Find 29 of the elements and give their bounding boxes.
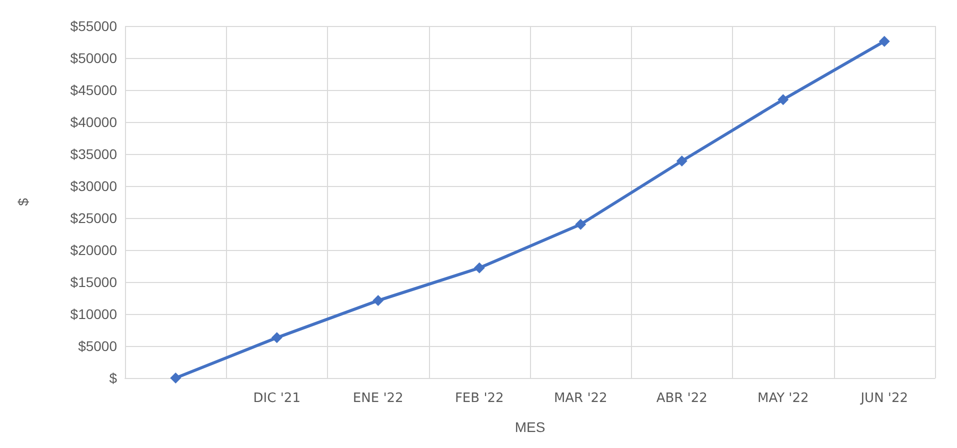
y-tick-label: $: [109, 370, 118, 386]
y-tick-label: $45000: [70, 82, 118, 98]
x-tick-label: MAY '22: [757, 391, 809, 406]
point: [778, 94, 789, 106]
point: [575, 218, 586, 230]
x-axis-title: MES: [514, 419, 546, 435]
y-tick-label: $15000: [70, 274, 118, 290]
point: [474, 262, 485, 274]
y-tick-label: $30000: [70, 178, 118, 194]
point: [271, 332, 282, 344]
y-tick-label: $20000: [70, 242, 118, 258]
x-tick-label: DIC '21: [253, 391, 300, 406]
y-tick-label: $25000: [70, 210, 118, 226]
x-tick-label: ENE '22: [352, 391, 404, 406]
x-tick-label: ABR '22: [656, 391, 708, 406]
x-tick-label: JUN '22: [860, 391, 908, 406]
y-axis-title: $: [15, 198, 31, 206]
y-tick-label: $35000: [70, 146, 118, 162]
point: [170, 372, 182, 384]
y-tick-label: $40000: [70, 114, 118, 130]
point: [878, 36, 890, 47]
y-tick-label: $50000: [70, 50, 118, 66]
point: [676, 156, 688, 167]
y-tick-label: $55000: [70, 18, 118, 34]
x-tick-label: MAR '22: [554, 391, 608, 406]
point: [372, 295, 384, 306]
y-tick-label: $10000: [70, 306, 118, 322]
x-tick-label: FEB '22: [454, 391, 504, 406]
y-tick-label: $5000: [78, 338, 118, 354]
